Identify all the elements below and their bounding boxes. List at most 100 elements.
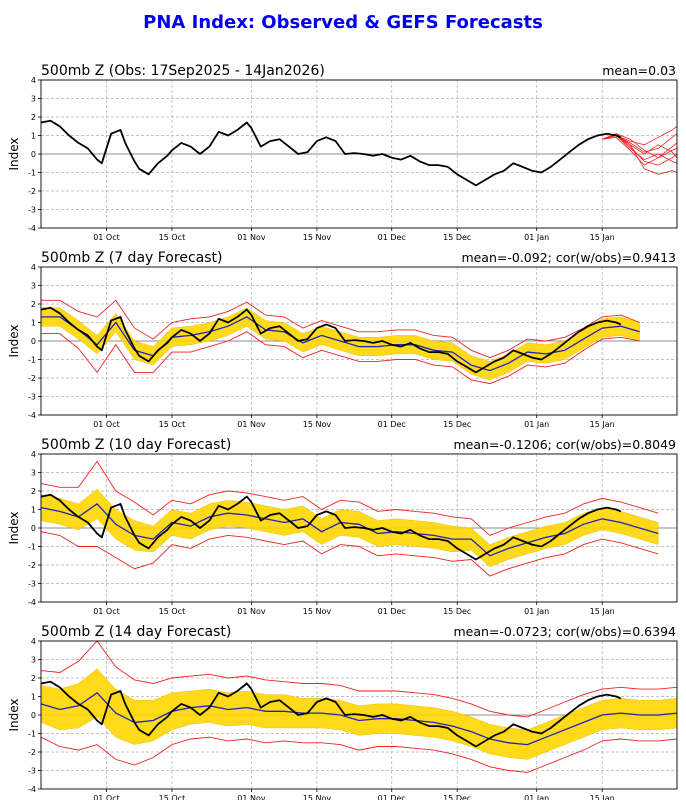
- y-tick-label: 3: [31, 95, 36, 104]
- x-tick-label: 01 Oct: [93, 420, 120, 429]
- y-tick-label: -2: [28, 374, 36, 383]
- y-tick-label: -2: [28, 187, 36, 196]
- panel-stats: mean=0.03: [602, 63, 676, 78]
- y-tick-label: 0: [31, 711, 36, 720]
- y-tick-label: 2: [31, 674, 36, 683]
- x-tick-label: 15 Nov: [303, 420, 332, 429]
- panel-3: 4 3 2 1 0 -1 -2 -3 -4 01 Oct 15 Oct 01 Nov 15 Nov 01 …: [7, 437, 678, 616]
- x-tick-label: 01 Oct: [93, 233, 120, 242]
- x-tick-label: 15 Jan: [590, 607, 615, 616]
- x-tick-label: 01 Jan: [524, 233, 549, 242]
- observed-line: [40, 119, 622, 187]
- y-tick-label: -2: [28, 748, 36, 757]
- y-tick-label: -3: [28, 206, 36, 215]
- plot-frame: [40, 453, 678, 603]
- panel-stats: mean=-0.0723; cor(w/obs)=0.6394: [453, 624, 676, 639]
- panel-title: 500mb Z (10 day Forecast): [41, 437, 231, 453]
- x-tick-label: 01 Nov: [237, 233, 266, 242]
- panel-1: 4 3 2 1 0 -1 -2 -3 -4 01 Oct 15 Oct 01 Nov 15 Nov 01 …: [7, 63, 678, 242]
- x-tick-label: 01 Jan: [524, 420, 549, 429]
- forecast-mean-line: [41, 316, 640, 372]
- y-axis-label: Index: [7, 324, 21, 357]
- y-tick-label: 3: [31, 282, 36, 291]
- y-tick-label: 4: [31, 263, 36, 272]
- y-tick-label: 1: [31, 693, 36, 702]
- x-tick-label: 01 Nov: [237, 420, 266, 429]
- y-axis-label: Index: [7, 511, 21, 544]
- y-axis-label: Index: [7, 137, 21, 170]
- x-tick-label: 15 Nov: [303, 233, 332, 242]
- x-tick-label: 15 Dec: [443, 420, 471, 429]
- observed-line: [40, 493, 622, 561]
- panel-2: 4 3 2 1 0 -1 -2 -3 -4 01 Oct 15 Oct 01 Nov 15 Nov 01 …: [7, 250, 678, 429]
- y-tick-label: -4: [28, 785, 36, 794]
- panel-title: 500mb Z (14 day Forecast): [41, 624, 231, 640]
- y-tick-label: 2: [31, 487, 36, 496]
- y-tick-label: -3: [28, 393, 36, 402]
- y-tick-label: -2: [28, 561, 36, 570]
- y-tick-label: -3: [28, 767, 36, 776]
- y-tick-label: -1: [28, 356, 36, 365]
- x-tick-label: 01 Dec: [378, 420, 406, 429]
- x-tick-label: 01 Dec: [378, 233, 406, 242]
- y-tick-label: 1: [31, 132, 36, 141]
- y-tick-label: -4: [28, 224, 36, 233]
- y-tick-label: -1: [28, 543, 36, 552]
- y-tick-label: 1: [31, 319, 36, 328]
- y-tick-label: -1: [28, 169, 36, 178]
- y-tick-label: 2: [31, 300, 36, 309]
- x-tick-label: 15 Nov: [303, 607, 332, 616]
- y-tick-label: 0: [31, 337, 36, 346]
- y-tick-label: 4: [31, 637, 36, 646]
- plot-frame: [40, 266, 678, 416]
- plot-frame: [40, 640, 678, 790]
- x-tick-label: 01 Oct: [93, 794, 120, 800]
- x-tick-label: 15 Dec: [443, 233, 471, 242]
- plot-frame: [40, 79, 678, 229]
- x-tick-label: 01 Jan: [524, 607, 549, 616]
- x-tick-label: 15 Jan: [590, 794, 615, 800]
- x-tick-label: 15 Dec: [443, 607, 471, 616]
- max-line: [41, 299, 640, 359]
- y-tick-label: -1: [28, 730, 36, 739]
- y-tick-label: -4: [28, 598, 36, 607]
- y-tick-label: 0: [31, 150, 36, 159]
- x-tick-label: 01 Nov: [237, 794, 266, 800]
- y-tick-label: 4: [31, 450, 36, 459]
- x-tick-label: 15 Oct: [159, 607, 186, 616]
- min-line: [41, 331, 640, 385]
- panels-container: 4 3 2 1 0 -1 -2 -3 -4 01 Oct 15 Oct 01 Nov 15 Nov 01 …: [7, 63, 678, 800]
- x-tick-label: 01 Oct: [93, 607, 120, 616]
- x-tick-label: 01 Dec: [378, 794, 406, 800]
- forecast-mean-line: [40, 691, 678, 746]
- panel-4: 4 3 2 1 0 -1 -2 -3 -4 01 Oct 15 Oct 01 Nov 15 Nov 01 …: [7, 624, 678, 800]
- x-tick-label: 01 Dec: [378, 607, 406, 616]
- x-tick-label: 15 Nov: [303, 794, 332, 800]
- y-tick-label: 2: [31, 113, 36, 122]
- min-line: [40, 531, 659, 577]
- observed-line: [40, 306, 622, 374]
- panel-title: 500mb Z (Obs: 17Sep2025 - 14Jan2026): [41, 63, 325, 79]
- x-tick-label: 15 Jan: [590, 233, 615, 242]
- y-tick-label: 3: [31, 656, 36, 665]
- min-line: [40, 736, 678, 773]
- max-line: [40, 460, 659, 536]
- x-tick-label: 15 Oct: [159, 420, 186, 429]
- x-tick-label: 01 Jan: [524, 794, 549, 800]
- x-tick-label: 15 Jan: [590, 420, 615, 429]
- y-tick-label: 3: [31, 469, 36, 478]
- figure-title: PNA Index: Observed & GEFS Forecasts: [143, 12, 543, 33]
- observed-line: [40, 680, 622, 748]
- y-tick-label: 1: [31, 506, 36, 515]
- member-line: [602, 136, 678, 166]
- x-tick-label: 01 Nov: [237, 607, 266, 616]
- y-tick-label: 0: [31, 524, 36, 533]
- panel-stats: mean=-0.1206; cor(w/obs)=0.8049: [453, 437, 676, 452]
- max-line: [40, 640, 678, 718]
- panel-title: 500mb Z (7 day Forecast): [41, 250, 222, 266]
- panel-stats: mean=-0.092; cor(w/obs)=0.9413: [461, 250, 676, 265]
- y-axis-label: Index: [7, 698, 21, 731]
- y-tick-label: -4: [28, 411, 36, 420]
- x-tick-label: 15 Dec: [443, 794, 471, 800]
